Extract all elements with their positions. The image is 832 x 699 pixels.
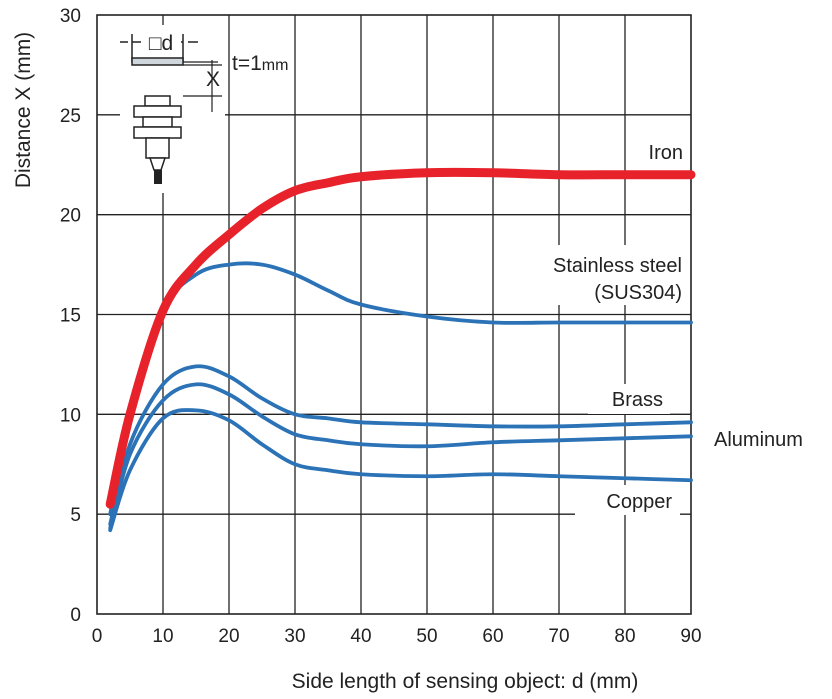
series-label-line: Iron <box>649 142 683 164</box>
x-tick-label: 20 <box>218 626 239 647</box>
x-tick-label: 90 <box>680 626 701 647</box>
sensor-body <box>145 137 170 159</box>
sensor-nut-lower <box>133 126 182 139</box>
sensor-cable <box>154 170 162 184</box>
thickness-label: t=1mm <box>232 52 288 75</box>
x-tick-label: 70 <box>548 626 569 647</box>
y-tick-label: 10 <box>60 405 81 426</box>
x-axis-label: Side length of sensing object: d (mm) <box>292 670 639 693</box>
sensor-head <box>144 95 171 107</box>
tick-label-layer: 0 10 20 30 40 50 60 70 80 90 0 5 10 15 20 25 30 <box>60 6 702 647</box>
series-label-aluminum: Aluminum <box>714 429 803 451</box>
series-label-stainless-steel: Stainless steel (SUS304) <box>553 255 682 304</box>
series-label-line: Copper <box>606 491 672 513</box>
x-tick-label: 30 <box>284 626 305 647</box>
series-line-iron <box>105 167 696 509</box>
series-label-brass: Brass <box>612 389 663 411</box>
series-line-brass <box>108 364 693 527</box>
series-line-aluminum <box>108 382 693 531</box>
target-plate <box>131 57 184 66</box>
series-label-iron: Iron <box>649 142 683 164</box>
distance-x-label: X <box>206 68 220 91</box>
series-label-line: Brass <box>612 389 663 411</box>
x-tick-label: 80 <box>614 626 635 647</box>
series-label-backdrop <box>588 384 670 414</box>
y-tick-label: 20 <box>60 206 81 227</box>
x-tick-label: 40 <box>350 626 371 647</box>
series-label-copper: Copper <box>606 491 672 513</box>
y-tick-label: 25 <box>60 106 81 127</box>
label-backdrop <box>141 32 181 52</box>
y-tick-label: 5 <box>70 505 81 526</box>
x-tick-label: 0 <box>92 626 103 647</box>
series-label-line: Aluminum <box>714 429 803 451</box>
sensor-inset-diagram: □d t=1mm X <box>120 25 288 193</box>
series-line-copper <box>108 408 693 533</box>
series-label-line: Stainless steel <box>553 255 682 277</box>
y-axis-label: Distance X (mm) <box>12 32 35 188</box>
sensor-thread <box>142 116 173 128</box>
x-tick-label: 10 <box>152 626 173 647</box>
x-tick-label: 50 <box>416 626 437 647</box>
object-size-label: □d <box>149 32 173 55</box>
series-label-backdrop <box>500 245 688 305</box>
series-layer <box>105 167 696 533</box>
y-tick-label: 30 <box>60 6 81 27</box>
y-tick-label: 0 <box>70 605 81 626</box>
sensor-nut-upper <box>133 105 182 118</box>
x-tick-label: 60 <box>482 626 503 647</box>
series-label-backdrop <box>575 485 680 515</box>
series-label-layer: Iron Stainless steel (SUS304) Brass Aluminum… <box>500 142 803 515</box>
series-label-line: (SUS304) <box>594 282 682 304</box>
y-tick-label: 15 <box>60 306 81 327</box>
